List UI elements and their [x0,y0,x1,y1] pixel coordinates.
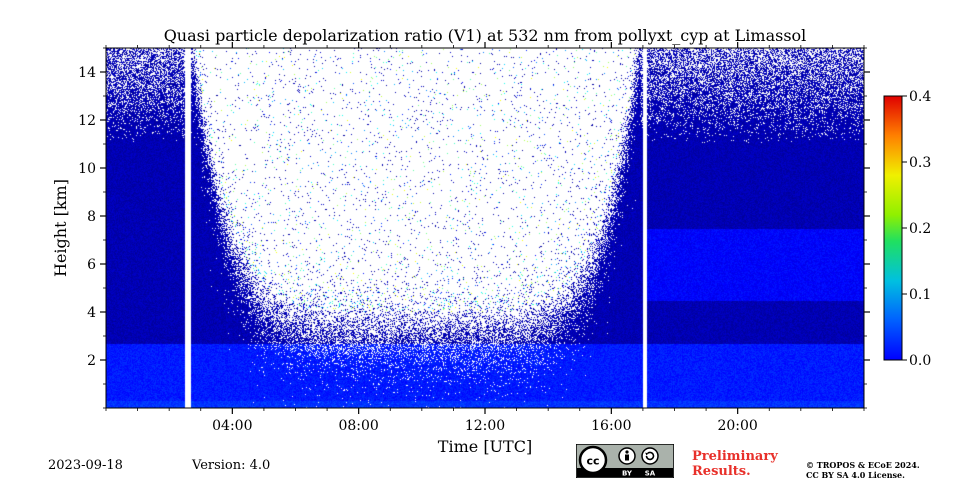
svg-text:BY: BY [622,470,633,478]
x-tick-label: 12:00 [465,418,505,434]
x-tick-label: 08:00 [338,418,378,434]
colorbar-tick-label: 0.1 [909,287,931,303]
plot-area [106,48,864,408]
y-tick-label: 12 [78,113,96,129]
heatmap-image [106,48,864,408]
svg-text:SA: SA [645,470,656,478]
x-axis-label: Time [UTC] [438,437,532,456]
footer-version: Version: 4.0 [192,458,271,473]
colorbar-tick-label: 0.2 [909,221,931,237]
y-axis-label: Height [km] [51,179,70,277]
preliminary-results-note: Preliminary Results. [692,449,778,479]
y-tick-label: 4 [87,305,96,321]
x-tick-label: 16:00 [591,418,631,434]
copyright-line-1: © TROPOS & ECoE 2024. [806,460,920,470]
x-axis-ticks: 04:00 08:00 12:00 16:00 20:00 [105,42,865,434]
copyright-note: © TROPOS & ECoE 2024. CC BY SA 4.0 Licen… [806,460,920,480]
colorbar-tick-label: 0.0 [909,353,931,369]
colorbar [883,95,903,361]
colorbar-ticks: 0.0 0.1 0.2 0.3 0.4 [902,89,931,369]
y-tick-label: 6 [87,257,96,273]
cc-icon [578,445,608,475]
cc-by-sa-license-badge: cc BY SA [576,444,674,478]
y-tick-label: 10 [78,161,96,177]
chart-title: Quasi particle depolarization ratio (V1)… [164,26,807,45]
y-tick-label: 2 [87,353,96,369]
y-tick-label: 8 [87,209,96,225]
x-tick-label: 20:00 [717,418,757,434]
share-alike-icon [641,447,659,465]
copyright-line-2: CC BY SA 4.0 License. [806,470,905,480]
colorbar-tick-label: 0.3 [909,155,931,171]
footer-date: 2023-09-18 [48,458,123,473]
preliminary-line-1: Preliminary [692,449,778,464]
y-tick-label: 14 [78,65,96,81]
svg-text:cc: cc [586,455,599,468]
x-tick-label: 04:00 [212,418,252,434]
colorbar-tick-label: 0.4 [909,89,931,105]
preliminary-line-2: Results. [692,464,751,479]
y-axis-ticks: 2 4 6 8 10 12 14 [78,47,870,409]
